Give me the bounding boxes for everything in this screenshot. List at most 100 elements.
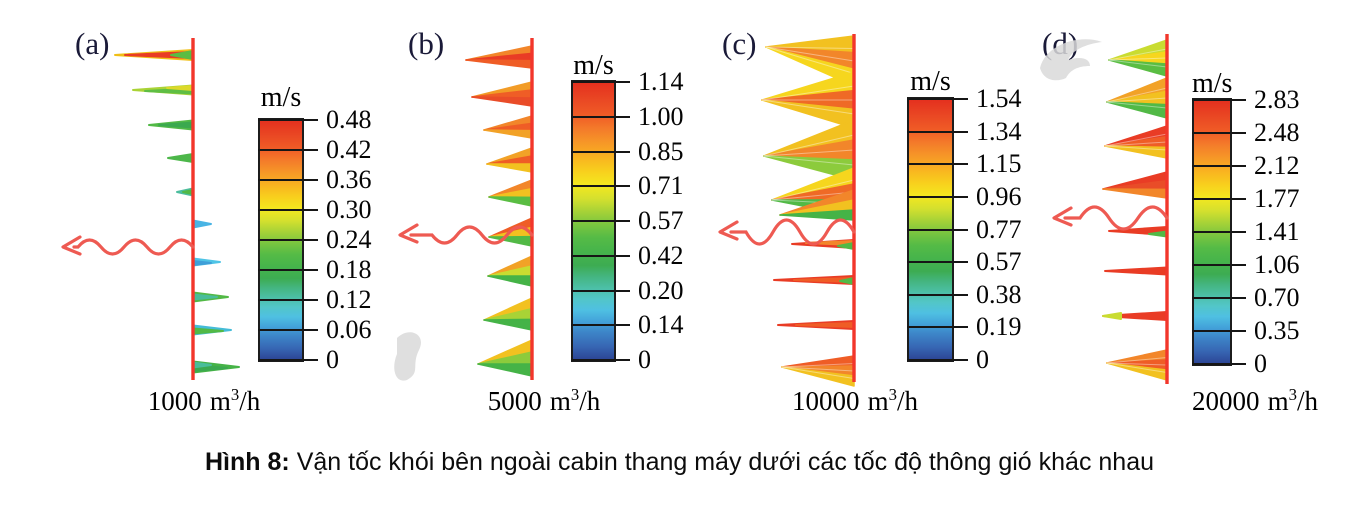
wavy-smoke-arrow-icon [718, 218, 856, 246]
colorbar-gradient: 0.48 0.42 0.36 0.30 0.24 0.18 0.12 0.06 0 [258, 107, 372, 373]
colorbar-tick [571, 81, 630, 83]
smoke-fan-plume [471, 81, 533, 107]
smoke-fan-plume [1106, 349, 1168, 381]
smoke-plume [176, 187, 194, 197]
flow-value: 10000 [792, 386, 860, 416]
colorbar-tick-label: 0.30 [326, 195, 372, 224]
colorbar-tick-label: 1.77 [1254, 184, 1300, 213]
colorbar-tick-label: 0.70 [1254, 283, 1300, 312]
colorbar-tick-label: 1.14 [638, 67, 684, 96]
colorbar-tick-label: 0.42 [638, 241, 684, 270]
smoke-plume [192, 324, 232, 336]
flow-rate-label-b: 5000 m3/h [488, 386, 601, 415]
smoke-plume [1104, 266, 1168, 276]
flow-unit: m3/h [867, 385, 918, 416]
figure-caption: Hình 8: Vận tốc khói bên ngoài cabin than… [0, 448, 1359, 477]
colorbar-tick-label: 0.19 [976, 312, 1022, 341]
colorbar-tick [1192, 231, 1246, 233]
smoke-fan-plume [1108, 39, 1168, 77]
page-watermark [394, 332, 421, 381]
vector-field-plot-c [718, 34, 856, 387]
smoke-fan-plume [483, 297, 533, 331]
vector-field-plot-d [1040, 34, 1169, 384]
colorbar-tick [907, 294, 968, 296]
smoke-fan-plume [486, 147, 533, 173]
smoke-fan-plume [1106, 77, 1168, 119]
colorbar-tick-label: 0.06 [326, 315, 372, 344]
smoke-plume [777, 320, 855, 330]
wavy-smoke-arrow-icon [398, 223, 534, 245]
colorbar-tick-label: 1.34 [976, 117, 1022, 146]
caption-text: Vận tốc khói bên ngoài cabin thang máy d… [296, 448, 1155, 476]
colorbar-tick [258, 299, 318, 301]
colorbar-tick [571, 359, 630, 361]
smoke-plume [773, 275, 855, 285]
colorbar-tick [1192, 297, 1246, 299]
flow-unit: m3/h [1267, 385, 1318, 416]
colorbar-tick-label: 0.48 [326, 105, 372, 134]
smoke-plume [1102, 311, 1168, 321]
colorbar-unit-label: m/s [1192, 68, 1233, 99]
colorbar-tick [907, 261, 968, 263]
colorbar-tick-label: 2.48 [1254, 118, 1300, 147]
colorbar-tick-label: 0.18 [326, 255, 372, 284]
wavy-smoke-arrow-icon [61, 235, 195, 256]
colorbar-tick [1192, 165, 1246, 167]
colorbar-tick-label: 1.41 [1254, 217, 1300, 246]
colorbar-tick [258, 209, 318, 211]
colorbar-tick-label: 0.77 [976, 215, 1022, 244]
colorbar-tick [571, 116, 630, 118]
smoke-plume [114, 49, 194, 61]
smoke-plume [791, 239, 855, 250]
colorbar-unit-label: m/s [910, 66, 951, 97]
colorbar-tick-label: 0.20 [638, 276, 684, 305]
colorbar-tick [571, 255, 630, 257]
colorbar-tick-label: 0.42 [326, 135, 372, 164]
colorbar-tick [1192, 363, 1246, 365]
colorbar-tick [907, 163, 968, 165]
flow-rate-label-a: 1000 m3/h [147, 385, 261, 416]
colorbar-tick [258, 359, 318, 361]
colorbar-tick [1192, 330, 1246, 332]
colorbar-tick [1192, 99, 1246, 101]
smoke-fan-plume [763, 119, 855, 181]
smoke-fan-plume [781, 355, 855, 387]
colorbar-tick [571, 290, 630, 292]
smoke-fan-plume [488, 179, 533, 207]
colorbar-gradient: 1.14 1.00 0.85 0.71 0.57 0.42 0.20 0.14 0 [571, 69, 684, 373]
colorbar-tick [907, 98, 968, 100]
colorbar-tick [907, 196, 968, 198]
colorbar-tick [571, 185, 630, 187]
smoke-fan-plume [483, 115, 533, 139]
colorbar-gradient: 2.83 2.48 2.12 1.77 1.41 1.06 0.70 0.35 0 [1192, 87, 1300, 377]
colorbar-tick-label: 0.38 [976, 280, 1022, 309]
colorbar-tick-label: 1.00 [638, 102, 684, 131]
smoke-plume [167, 153, 194, 163]
colorbar-gradient: 1.54 1.34 1.15 0.96 0.77 0.57 0.38 0.19 0 [907, 86, 1022, 373]
colorbar-tick-label: 0.85 [638, 137, 684, 166]
colorbar-tick-label: 0.14 [638, 310, 684, 339]
colorbar-tick [571, 220, 630, 222]
colorbar-tick-label: 2.12 [1254, 151, 1300, 180]
smoke-plume [132, 84, 194, 96]
colorbar-tick [1192, 198, 1246, 200]
smoke-fan-plume [477, 339, 533, 377]
colorbar-tick-label: 0 [1254, 349, 1267, 378]
smoke-fan-plume [1104, 125, 1168, 159]
flow-value: 20000 [1192, 386, 1260, 416]
flow-value: 1000 [147, 386, 202, 416]
colorbar-tick [907, 131, 968, 133]
smoke-plume [192, 360, 240, 374]
flow-unit: m3/h [209, 385, 261, 416]
colorbar-tick-label: 1.06 [1254, 250, 1300, 279]
smoke-plume [192, 291, 229, 303]
colorbar-tick-label: 0.36 [326, 165, 372, 194]
colorbar-tick [907, 359, 968, 361]
colorbar-tick-label: 0.35 [1254, 316, 1300, 345]
colorbar-tick [907, 326, 968, 328]
smoke-fan-plume [465, 45, 533, 69]
colorbar-tick-label: 0.96 [976, 182, 1022, 211]
colorbar-tick [258, 149, 318, 151]
flow-rate-label-c: 10000 m3/h [792, 385, 918, 416]
